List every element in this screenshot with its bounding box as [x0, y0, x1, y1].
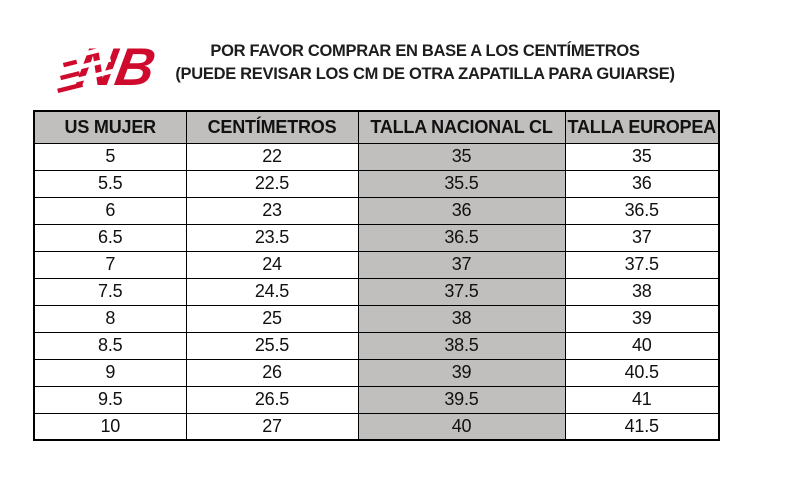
title-line-1: POR FAVOR COMPRAR EN BASE A LOS CENTÍMET… — [210, 42, 640, 60]
table-cell: 37 — [357, 250, 566, 279]
table-row: 5 22 35 35 — [33, 142, 720, 171]
table-cell: 38 — [357, 304, 566, 333]
table-cell: 10 — [33, 412, 187, 441]
table-cell: 9.5 — [33, 385, 187, 414]
table-row: 8.5 25.5 38.5 40 — [33, 331, 720, 360]
table-cell: 7.5 — [33, 277, 187, 306]
table-cell: 36 — [357, 196, 566, 225]
table-row: 6.5 23.5 36.5 37 — [33, 223, 720, 252]
table-cell: 6.5 — [33, 223, 187, 252]
table-row: 9 26 39 40.5 — [33, 358, 720, 387]
logo-stripe-cuts — [50, 45, 115, 88]
table-row: 6 23 36 36.5 — [33, 196, 720, 225]
page-title: POR FAVOR COMPRAR EN BASE A LOS CENTÍMET… — [160, 40, 690, 86]
nb-monogram: NB — [73, 38, 160, 97]
table-cell: 26 — [185, 358, 359, 387]
table-cell: 22.5 — [185, 169, 359, 198]
header-centimetros: CENTÍMETROS — [185, 110, 359, 144]
title-line-2: (PUEDE REVISAR LOS CM DE OTRA ZAPATILLA … — [175, 65, 675, 83]
table-cell: 23.5 — [185, 223, 359, 252]
table-cell: 38 — [564, 277, 720, 306]
logo-speed-stripes — [57, 59, 83, 94]
table-cell: 35 — [564, 142, 720, 171]
table-cell: 37 — [564, 223, 720, 252]
table-body: 5 22 35 35 5.5 22.5 35.5 36 6 23 36 36.5 6.5 23.5 36.5… — [33, 142, 720, 441]
table-cell: 9 — [33, 358, 187, 387]
table-cell: 35.5 — [357, 169, 566, 198]
table-cell: 26.5 — [185, 385, 359, 414]
table-cell: 8 — [33, 304, 187, 333]
table-cell: 41 — [564, 385, 720, 414]
table-cell: 36 — [564, 169, 720, 198]
table-cell: 37.5 — [357, 277, 566, 306]
table-cell: 6 — [33, 196, 187, 225]
table-cell: 39.5 — [357, 385, 566, 414]
table-cell: 36.5 — [564, 196, 720, 225]
table-row: 10 27 40 41.5 — [33, 412, 720, 441]
table-row: 7.5 24.5 37.5 38 — [33, 277, 720, 306]
table-cell: 39 — [564, 304, 720, 333]
table-row: 5.5 22.5 35.5 36 — [33, 169, 720, 198]
table-cell: 5 — [33, 142, 187, 171]
table-cell: 25.5 — [185, 331, 359, 360]
table-cell: 37.5 — [564, 250, 720, 279]
svg-text:NB: NB — [73, 38, 160, 97]
table-cell: 41.5 — [564, 412, 720, 441]
header-us-mujer: US MUJER — [33, 110, 187, 144]
table-cell: 5.5 — [33, 169, 187, 198]
table-cell: 36.5 — [357, 223, 566, 252]
table-cell: 27 — [185, 412, 359, 441]
table-cell: 23 — [185, 196, 359, 225]
table-cell: 39 — [357, 358, 566, 387]
table-cell: 22 — [185, 142, 359, 171]
table-cell: 40 — [357, 412, 566, 441]
table-row: 7 24 37 37.5 — [33, 250, 720, 279]
table-cell: 40 — [564, 331, 720, 360]
table-cell: 7 — [33, 250, 187, 279]
table-row: 8 25 38 39 — [33, 304, 720, 333]
table-cell: 35 — [357, 142, 566, 171]
table-cell: 24 — [185, 250, 359, 279]
table-cell: 25 — [185, 304, 359, 333]
new-balance-logo: NB — [50, 38, 160, 97]
table-cell: 8.5 — [33, 331, 187, 360]
table-cell: 24.5 — [185, 277, 359, 306]
table-cell: 38.5 — [357, 331, 566, 360]
header-talla-nacional: TALLA NACIONAL CL — [357, 110, 566, 144]
table-cell: 40.5 — [564, 358, 720, 387]
table-row: 9.5 26.5 39.5 41 — [33, 385, 720, 414]
table-header-row: US MUJER CENTÍMETROS TALLA NACIONAL CL T… — [33, 110, 720, 144]
size-conversion-table: US MUJER CENTÍMETROS TALLA NACIONAL CL T… — [33, 110, 720, 441]
header-talla-europea: TALLA EUROPEA — [564, 110, 720, 144]
